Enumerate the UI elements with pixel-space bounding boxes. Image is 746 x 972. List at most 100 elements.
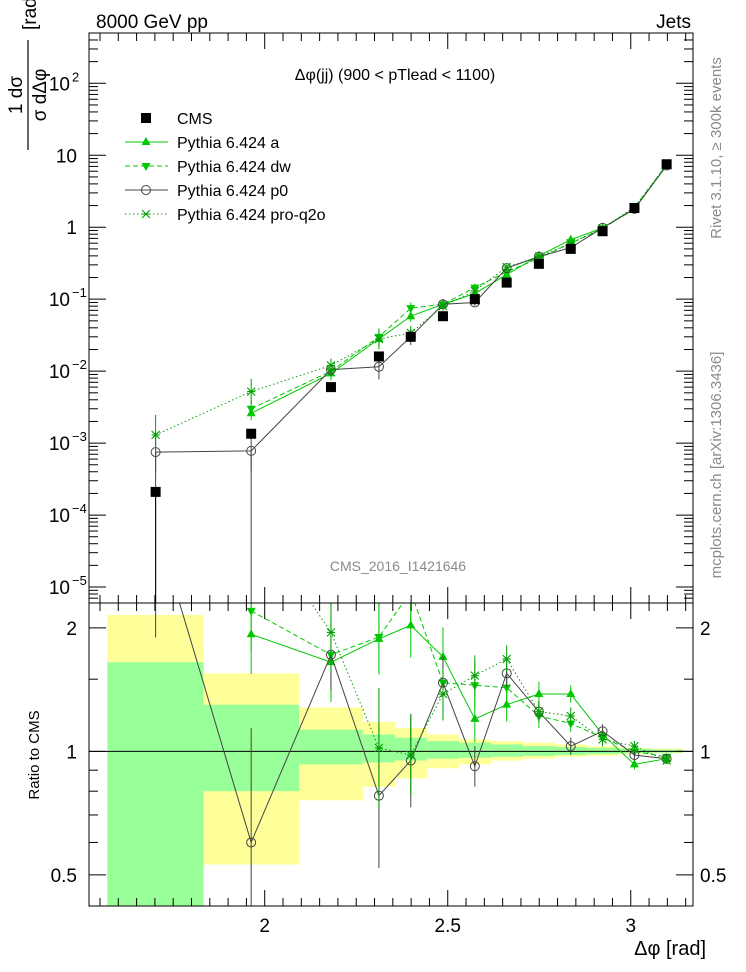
data-point <box>150 486 161 497</box>
data-point <box>469 294 480 305</box>
data-point <box>597 226 608 237</box>
legend-label: Pythia 6.424 p0 <box>177 183 288 200</box>
ratio-y-tick-label: 1 <box>66 742 77 763</box>
series-1-ratio-point <box>502 684 512 693</box>
data-point <box>373 351 384 362</box>
series-3-point <box>374 334 384 344</box>
data-point <box>565 243 576 254</box>
series-0-ratio-point <box>406 620 416 629</box>
analysis-watermark: CMS_2016_I1421646 <box>330 558 466 574</box>
main-y-axis-label: 1 dσ σ dΔφ [rad⁻¹] <box>6 0 51 150</box>
ratio-y-tick-label: 2 <box>66 619 77 640</box>
legend-marker <box>141 209 151 219</box>
ratio-axis-ticks: 2 2.5 3 0.5 0.5 1 1 2 2 <box>51 603 726 937</box>
series-0-ratio-point <box>470 713 480 722</box>
series-3-point <box>470 286 480 296</box>
series-3-point <box>438 301 448 311</box>
chart-title: Δφ(jj) (900 < pTlead < 1100) <box>295 67 495 84</box>
stat-uncertainty-band <box>107 662 204 906</box>
y-tick-exponent: −4 <box>72 501 87 516</box>
x-tick-label: 2 <box>259 916 270 937</box>
series-3-ratio-point <box>406 750 416 760</box>
y-tick-label: 10 <box>49 74 70 95</box>
data-point <box>501 277 512 288</box>
series-0-ratio-point <box>629 759 639 768</box>
series-2-ratio-point <box>246 837 257 848</box>
rivet-label: Rivet 3.1.10, ≥ 300k events <box>708 57 725 239</box>
ratio-y-tick-label-right: 2 <box>700 619 711 640</box>
x-tick-label: 2.5 <box>435 916 461 937</box>
series-0-ratio-line <box>250 624 667 765</box>
main-data-layer <box>150 159 672 603</box>
series-0-ratio-point <box>566 689 576 698</box>
data-point <box>661 159 672 170</box>
series-3-ratio-point <box>326 628 336 637</box>
series-0-line <box>250 164 668 414</box>
data-point <box>325 382 336 393</box>
series-3-ratio-point <box>662 756 672 765</box>
legend-label: Pythia 6.424 dw <box>177 159 291 176</box>
series-3-point <box>151 430 161 440</box>
series-3-ratio-point <box>502 654 512 664</box>
x-tick-label: 3 <box>625 916 636 937</box>
data-point <box>405 331 416 342</box>
y-tick-label: 10 <box>49 290 70 311</box>
y-tick-exponent: −5 <box>72 573 87 588</box>
series-3-ratio-point <box>630 741 639 751</box>
series-3-ratio-point <box>470 671 480 681</box>
series-3-point <box>502 262 512 272</box>
mcplots-label: mcplots.cern.ch [arXiv:1306.3436] <box>708 352 725 579</box>
series-3-point <box>246 387 256 396</box>
x-axis-label: Δφ [rad] <box>634 938 706 960</box>
ratio-frame <box>88 602 694 907</box>
series-1-ratio-point <box>374 634 384 643</box>
y-tick-label: 1 <box>66 218 77 239</box>
legend: CMS Pythia 6.424 a Pythia 6.424 dw Pythia 6… <box>125 111 326 224</box>
stat-uncertainty-band <box>426 741 460 759</box>
legend-marker <box>141 163 151 171</box>
series-2-ratio-point <box>565 741 576 752</box>
legend-label: CMS <box>177 111 213 128</box>
ratio-data-layer <box>89 603 693 906</box>
data-point <box>437 311 448 322</box>
legend-marker <box>141 137 151 145</box>
y-tick-exponent: 2 <box>72 69 79 84</box>
series-0-ratio-point <box>534 689 544 698</box>
y-tick-exponent: −3 <box>72 429 87 444</box>
y-tick-label: 10 <box>49 434 70 455</box>
y-tick-label: 10 <box>56 146 77 167</box>
series-1-ratio-line <box>250 603 667 758</box>
legend-label: Pythia 6.424 pro-q2o <box>177 207 326 224</box>
process-label: Jets <box>656 12 691 33</box>
series-0-point <box>406 311 416 320</box>
ratio-y-tick-label-right: 1 <box>700 742 711 763</box>
y-label-unit: [rad⁻¹] <box>20 0 41 30</box>
y-tick-label: 10 <box>49 506 70 527</box>
series-3-point <box>326 361 336 370</box>
series-2-point <box>501 263 512 274</box>
legend-marker <box>141 185 151 195</box>
series-3-ratio-point <box>438 689 448 699</box>
ratio-y-tick-label: 0.5 <box>51 866 77 887</box>
data-point <box>533 258 544 269</box>
series-3-ratio-point <box>566 711 576 721</box>
data-point <box>246 428 257 439</box>
energy-label: 8000 GeV pp <box>96 12 208 33</box>
ratio-y-label: Ratio to CMS <box>26 710 43 799</box>
stat-uncertainty-band <box>490 744 523 757</box>
y-tick-label: 10 <box>49 578 70 599</box>
series-1-line <box>250 164 668 410</box>
series-2-ratio-point <box>469 761 480 772</box>
y-label-denominator: σ dΔφ <box>30 69 51 122</box>
series-3-ratio-point <box>598 734 607 744</box>
series-3-line <box>155 164 668 436</box>
series-1-point <box>406 305 416 314</box>
series-2-point <box>373 361 384 372</box>
data-point <box>629 202 640 213</box>
legend-marker <box>141 113 151 123</box>
ratio-panel: 2 2.5 3 0.5 0.5 1 1 2 2 Ratio to CMS <box>26 602 726 937</box>
series-1-point <box>246 405 256 414</box>
